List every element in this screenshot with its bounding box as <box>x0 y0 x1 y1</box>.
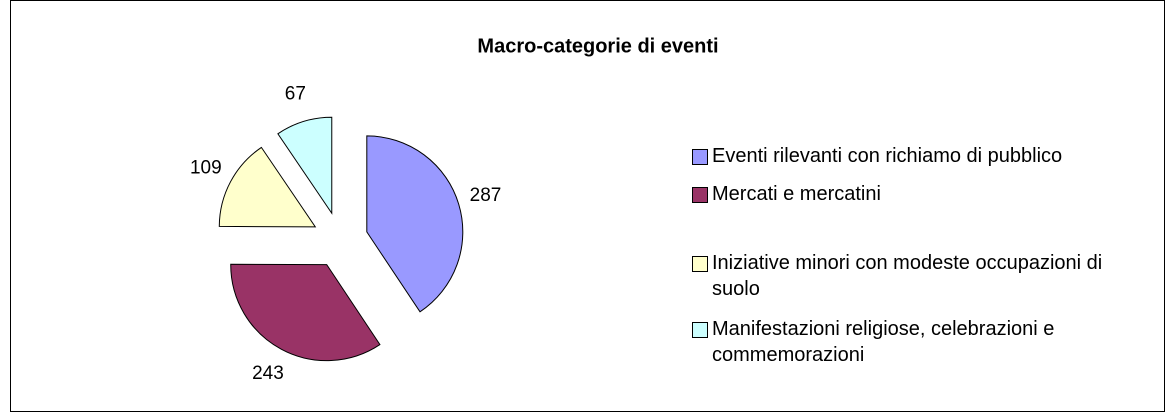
chart-title: Macro-categorie di eventi <box>477 35 718 57</box>
data-label: 67 <box>285 84 306 105</box>
data-label: 287 <box>470 185 502 206</box>
pie-slice <box>218 146 317 228</box>
legend-label: Manifestazioni religiose, celebrazioni e… <box>712 318 1055 366</box>
legend-label: Iniziative minori con modeste occupazion… <box>712 252 1103 300</box>
chart-border <box>10 0 1165 412</box>
legend-swatch <box>692 256 708 272</box>
pie-slice <box>366 135 464 313</box>
legend-swatch <box>692 149 708 165</box>
pie-slice <box>277 116 333 215</box>
legend-entry: Iniziative minori con modeste occupazion… <box>692 250 1112 302</box>
pie-slice <box>230 263 381 362</box>
legend-label: Eventi rilevanti con richiamo di pubblic… <box>712 145 1063 167</box>
legend-entry: Mercati e mercatini <box>692 181 1112 207</box>
legend-swatch <box>692 322 708 338</box>
legend-label: Mercati e mercatini <box>712 183 881 205</box>
legend-entry: Eventi rilevanti con richiamo di pubblic… <box>692 143 1112 169</box>
data-label: 243 <box>252 363 284 384</box>
legend-swatch <box>692 187 708 203</box>
data-label: 109 <box>190 158 222 179</box>
legend-entry: Manifestazioni religiose, celebrazioni e… <box>692 316 1112 368</box>
